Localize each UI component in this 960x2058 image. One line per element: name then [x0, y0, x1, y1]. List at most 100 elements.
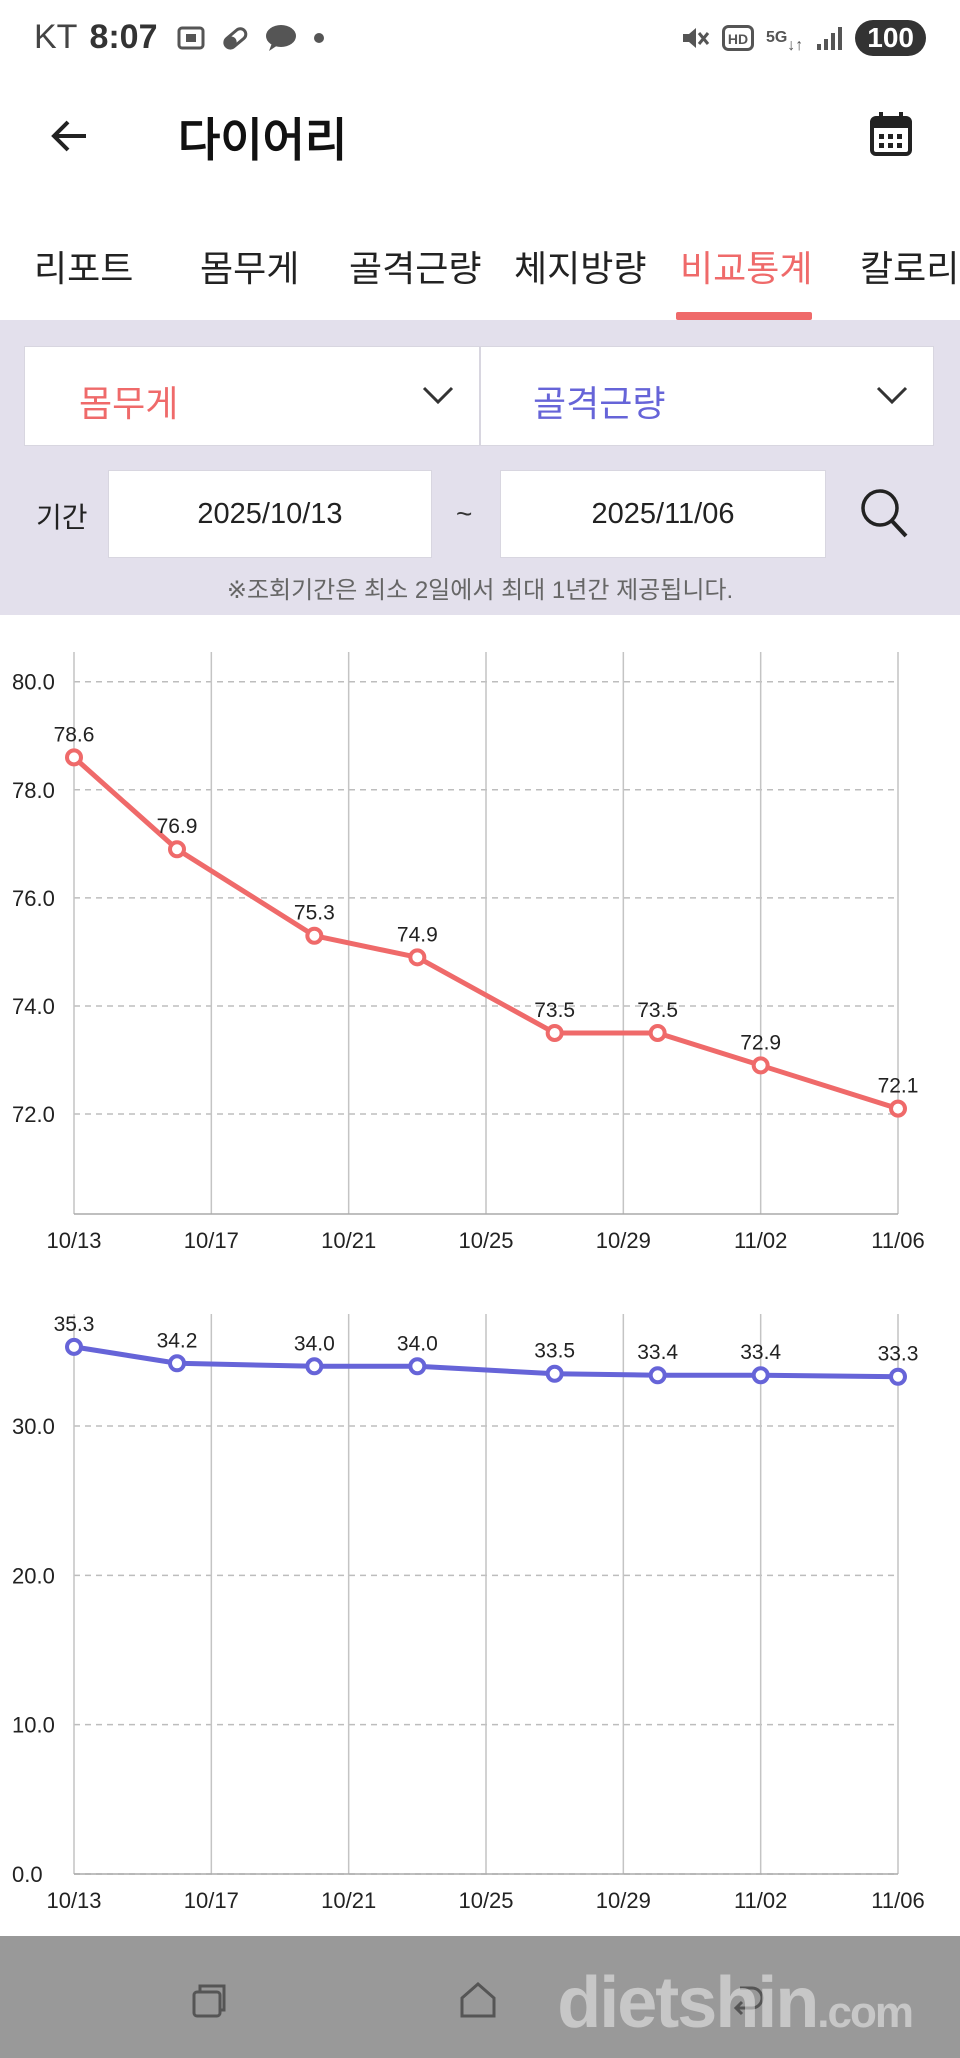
x-tick-label: 11/02: [734, 1888, 787, 1913]
data-label: 74.9: [397, 923, 438, 946]
data-label: 33.4: [740, 1341, 781, 1364]
data-point: [408, 948, 427, 967]
data-point: [648, 1366, 667, 1385]
calendar-icon: [870, 112, 912, 156]
data-label: 33.3: [878, 1343, 919, 1366]
date-separator: ~: [456, 498, 473, 529]
data-label: 33.4: [637, 1341, 678, 1364]
home-icon: [460, 1982, 496, 2018]
watermark-suffix: .com: [817, 1988, 914, 2037]
period-label: 기간: [36, 502, 88, 533]
data-point: [889, 1099, 907, 1118]
x-tick-label: 11/06: [871, 1888, 924, 1913]
watermark-logo: dietshin.com: [557, 1962, 914, 2044]
signal-icon: [815, 24, 843, 52]
series-line: [72, 755, 899, 1112]
tab-weight[interactable]: 몸무게: [200, 248, 300, 289]
skeletal-muscle-chart-svg: 0.0 10.0 20.0 30.0 10/13 10/17 10/21 10/25 10/29…: [12, 1313, 925, 1913]
tab-skeletal-muscle[interactable]: 골격근량: [349, 248, 482, 289]
y-tick-label: 72.0: [12, 1102, 55, 1127]
search-button[interactable]: [858, 486, 910, 540]
data-point: [751, 1056, 770, 1075]
data-point: [545, 1364, 564, 1383]
y-tick-label: 76.0: [12, 886, 55, 911]
y-tick-label: 78.0: [12, 778, 55, 803]
tab-body-fat[interactable]: 체지방량: [514, 248, 647, 289]
data-label: 73.5: [637, 999, 678, 1022]
metric-b-select[interactable]: 골격근량: [480, 346, 934, 446]
mute-icon: [680, 23, 710, 53]
hd-icon: HD: [721, 25, 754, 51]
weight-chart: 72.0 74.0 76.0 78.0 80.0 10/13 10/17 10/21 10/25…: [0, 640, 960, 1260]
recent-apps-button[interactable]: [186, 1980, 230, 2020]
status-right: HD 5G ↓↑ 100: [680, 20, 926, 56]
hd-text: HD: [728, 31, 748, 47]
skeletal-muscle-chart: 0.0 10.0 20.0 30.0 10/13 10/17 10/21 10/25 10/29…: [0, 1296, 960, 1936]
y-tick-label: 30.0: [12, 1414, 55, 1439]
data-label: 76.9: [157, 815, 198, 838]
data-label: 72.1: [878, 1075, 919, 1098]
tab-bar: 리포트 몸무게 골격근량 체지방량 비교통계 칼로리: [0, 216, 960, 322]
y-tick-label: 20.0: [12, 1563, 55, 1588]
data-point: [168, 840, 186, 859]
status-bar: KT 8:07 HD 5G ↓↑ 100: [0, 0, 960, 84]
x-tick-label: 10/29: [596, 1888, 651, 1913]
y-tick-label: 0.0: [12, 1862, 43, 1887]
recent-apps-icon: [192, 1984, 226, 2018]
x-tick-label: 11/06: [871, 1228, 924, 1253]
x-tick-label: 11/02: [734, 1228, 787, 1253]
data-label: 75.3: [294, 902, 335, 925]
data-label: 72.9: [740, 1031, 781, 1054]
data-point: [168, 1354, 186, 1373]
data-point: [889, 1367, 907, 1386]
data-label: 34.0: [294, 1332, 335, 1355]
metric-a-select[interactable]: 몸무게: [24, 346, 480, 446]
back-nav-icon: [733, 1986, 764, 2016]
data-label: 34.2: [157, 1329, 198, 1352]
filter-panel: 몸무게 골격근량 기간 2025/10/13 ~ 2025/11/06 ※조회기…: [0, 320, 960, 615]
data-label: 78.6: [54, 723, 95, 746]
back-nav-button[interactable]: [726, 1980, 770, 2020]
x-tick-label: 10/17: [184, 1888, 239, 1913]
data-label: 34.0: [397, 1332, 438, 1355]
data-point: [545, 1023, 564, 1042]
carrier-label: KT: [34, 18, 78, 56]
arrow-left-icon: [51, 120, 86, 152]
series-line: [73, 1344, 899, 1380]
x-tick-label: 10/13: [46, 1228, 101, 1253]
screenshot-icon: [176, 23, 206, 53]
tab-comparison[interactable]: 비교통계: [680, 248, 813, 289]
back-button[interactable]: [48, 114, 92, 158]
active-tab-indicator: [676, 312, 812, 320]
x-tick-label: 10/29: [596, 1228, 651, 1253]
tab-report[interactable]: 리포트: [34, 248, 134, 289]
data-point: [305, 1357, 324, 1376]
status-left: KT 8:07: [34, 18, 340, 57]
x-tick-label: 10/21: [321, 1888, 376, 1913]
watermark-text: dietshin: [557, 1963, 819, 2043]
y-tick-label: 74.0: [12, 994, 55, 1019]
chevron-down-icon: [876, 386, 908, 405]
home-button[interactable]: [456, 1980, 500, 2020]
start-date-field[interactable]: 2025/10/13: [108, 470, 432, 558]
calendar-button[interactable]: [868, 110, 914, 158]
end-date-field[interactable]: 2025/11/06: [500, 470, 826, 558]
metric-a-value: 몸무게: [79, 383, 179, 424]
battery-indicator: 100: [855, 20, 926, 56]
weight-chart-svg: 72.0 74.0 76.0 78.0 80.0 10/13 10/17 10/21 10/25…: [12, 652, 925, 1253]
y-tick-label: 80.0: [12, 670, 55, 695]
system-nav-bar: dietshin.com: [0, 1936, 960, 2058]
chat-bubble-icon: [264, 23, 298, 53]
x-tick-label: 10/13: [46, 1888, 101, 1913]
data-label: 35.3: [54, 1313, 95, 1336]
period-notice: ※조회기간은 최소 2일에서 최대 1년간 제공됩니다.: [226, 577, 734, 604]
x-tick-label: 10/25: [458, 1228, 513, 1253]
app-bar: 다이어리: [0, 84, 960, 188]
tab-calories[interactable]: 칼로리: [860, 248, 960, 289]
data-label: 33.5: [534, 1340, 575, 1363]
y-tick-label: 10.0: [12, 1713, 55, 1738]
x-tick-label: 10/21: [321, 1228, 376, 1253]
data-point: [65, 748, 83, 767]
search-icon: [861, 489, 908, 538]
data-point: [648, 1023, 667, 1042]
